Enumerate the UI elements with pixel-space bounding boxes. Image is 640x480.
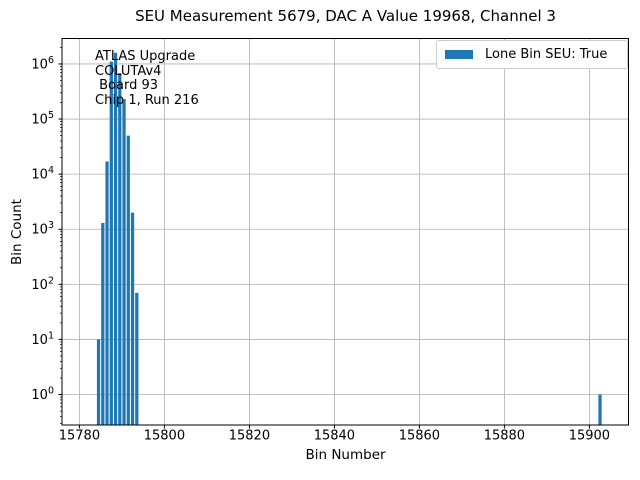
x-tick-label: 15800 xyxy=(144,429,185,444)
histogram-bar xyxy=(113,52,118,426)
y-tick-label: 102 xyxy=(31,275,54,293)
legend-label: Lone Bin SEU: True xyxy=(485,47,608,62)
annotation-text: ATLAS Upgrade COLUTAv4 Board 93 Chip 1, … xyxy=(95,49,199,109)
x-tick-label: 15900 xyxy=(569,429,610,444)
y-tick-label: 106 xyxy=(31,55,54,73)
y-tick-label: 105 xyxy=(31,110,54,128)
histogram-bar xyxy=(135,292,139,425)
histogram-bar xyxy=(598,394,602,425)
histogram-bar xyxy=(122,99,126,426)
y-tick-label: 104 xyxy=(31,165,54,183)
histogram-bar xyxy=(126,135,130,425)
chart-title: SEU Measurement 5679, DAC A Value 19968,… xyxy=(135,7,556,25)
x-tick-label: 15860 xyxy=(399,429,440,444)
x-axis-label: Bin Number xyxy=(305,447,386,463)
y-tick-label: 100 xyxy=(31,386,54,404)
legend-swatch-icon xyxy=(445,50,473,59)
histogram-bar xyxy=(118,73,122,426)
histogram-bar xyxy=(130,212,135,425)
legend: Lone Bin SEU: True xyxy=(436,40,628,69)
histogram-bar xyxy=(105,161,109,425)
x-tick-label: 15820 xyxy=(229,429,270,444)
y-tick-label: 101 xyxy=(31,330,54,348)
histogram-bar xyxy=(101,222,105,425)
y-tick-label: 103 xyxy=(31,220,54,238)
x-tick-label: 15880 xyxy=(484,429,525,444)
histogram-bar xyxy=(96,339,101,425)
histogram-bar xyxy=(109,61,113,426)
x-tick-label: 15840 xyxy=(314,429,355,444)
x-tick-label: 15780 xyxy=(59,429,100,444)
